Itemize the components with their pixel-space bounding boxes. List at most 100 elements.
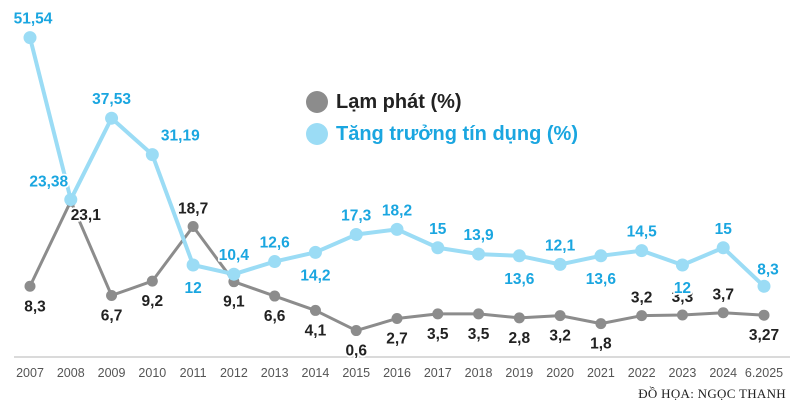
label-credit-2012: 10,4 xyxy=(219,247,250,264)
point-inflation-2007 xyxy=(24,280,36,292)
point-inflation-2009 xyxy=(106,289,118,301)
point-credit-2022 xyxy=(635,244,649,258)
label-credit-2020: 12,1 xyxy=(545,237,576,254)
x-tick-label-2022: 2022 xyxy=(628,366,656,380)
point-credit-2013 xyxy=(268,255,282,269)
label-inflation-2019: 2,8 xyxy=(509,330,531,347)
label-inflation-2011: 18,7 xyxy=(178,200,208,217)
series-line-credit xyxy=(28,37,766,288)
label-credit-2022: 14,5 xyxy=(627,224,658,241)
label-inflation-2020: 3,2 xyxy=(549,328,571,345)
point-inflation-2013 xyxy=(269,290,281,302)
legend: Lạm phát (%) Tăng trưởng tín dụng (%) xyxy=(306,86,578,150)
x-tick-label-2017: 2017 xyxy=(424,366,452,380)
point-credit-2015 xyxy=(349,228,363,242)
label-inflation-2018: 3,5 xyxy=(468,326,490,343)
point-credit-2008 xyxy=(64,193,78,207)
x-tick-label-2024: 2024 xyxy=(709,366,737,380)
point-credit-2007 xyxy=(23,31,37,45)
point-credit-2010 xyxy=(145,148,159,162)
label-inflation-2021: 1,8 xyxy=(590,336,612,353)
x-tick-label-2023: 2023 xyxy=(669,366,697,380)
label-inflation-2022: 3,2 xyxy=(631,290,653,307)
x-tick-label-2018: 2018 xyxy=(465,366,493,380)
label-credit-2017: 15 xyxy=(429,221,447,238)
point-inflation-2023 xyxy=(676,309,688,321)
label-credit-2007: 51,54 xyxy=(14,11,53,28)
point-inflation-2015 xyxy=(350,325,362,337)
label-credit-2011: 12 xyxy=(184,280,201,297)
legend-label-credit: Tăng trưởng tín dụng (%) xyxy=(336,122,578,145)
label-credit-2023: 12 xyxy=(674,280,691,297)
point-credit-2012 xyxy=(227,267,241,281)
legend-marker-credit xyxy=(306,123,328,145)
x-tick-label-2021: 2021 xyxy=(587,366,615,380)
point-credit-2023 xyxy=(675,258,689,272)
x-tick-label-2014: 2014 xyxy=(302,366,330,380)
x-tick-label-2011: 2011 xyxy=(180,366,207,380)
label-credit-2018: 13,9 xyxy=(463,227,494,244)
point-credit-2020 xyxy=(553,257,567,271)
label-inflation-6.2025: 3,27 xyxy=(749,327,779,344)
point-credit-6.2025 xyxy=(757,279,771,293)
label-inflation-2024: 3,7 xyxy=(712,287,734,304)
x-tick-label-2012: 2012 xyxy=(220,366,248,380)
point-inflation-2011 xyxy=(187,220,199,232)
label-inflation-2009: 6,7 xyxy=(101,307,123,324)
legend-marker-inflation xyxy=(306,91,328,113)
x-tick-label-2008: 2008 xyxy=(57,366,85,380)
label-credit-2014: 14,2 xyxy=(300,267,330,284)
point-inflation-2019 xyxy=(513,312,525,324)
point-credit-2014 xyxy=(308,245,322,259)
point-credit-2024 xyxy=(716,241,730,255)
x-tick-label-2009: 2009 xyxy=(98,366,126,380)
label-inflation-2008: 23,1 xyxy=(71,207,102,224)
point-inflation-2014 xyxy=(309,304,321,316)
x-tick-label-6.2025: 6.2025 xyxy=(745,366,783,380)
point-inflation-2022 xyxy=(636,310,648,322)
point-inflation-6.2025 xyxy=(758,309,770,321)
x-tick-label-2010: 2010 xyxy=(138,366,166,380)
label-credit-2021: 13,6 xyxy=(586,271,617,288)
point-credit-2011 xyxy=(186,258,200,272)
x-tick-label-2019: 2019 xyxy=(505,366,533,380)
point-credit-2018 xyxy=(472,247,486,261)
series-line-inflation xyxy=(28,199,765,333)
label-credit-2010: 31,19 xyxy=(161,128,200,145)
label-credit-2016: 18,2 xyxy=(382,202,412,219)
x-tick-label-2007: 2007 xyxy=(16,366,44,380)
legend-item-credit: Tăng trưởng tín dụng (%) xyxy=(306,118,578,150)
point-credit-2019 xyxy=(512,249,526,263)
point-inflation-2018 xyxy=(473,308,485,320)
label-credit-2013: 12,6 xyxy=(260,235,291,252)
label-inflation-2007: 8,3 xyxy=(24,298,46,315)
x-tick-label-2016: 2016 xyxy=(383,366,411,380)
point-credit-2009 xyxy=(105,111,119,125)
label-inflation-2023: 3,3 xyxy=(672,289,694,306)
label-inflation-2010: 9,2 xyxy=(142,293,164,310)
legend-item-inflation: Lạm phát (%) xyxy=(306,86,578,118)
x-tick-label-2013: 2013 xyxy=(261,366,289,380)
legend-label-inflation: Lạm phát (%) xyxy=(336,90,462,113)
label-credit-2024: 15 xyxy=(715,221,733,238)
point-inflation-2016 xyxy=(391,312,403,324)
point-inflation-2024 xyxy=(717,307,729,319)
x-tick-label-2015: 2015 xyxy=(342,366,370,380)
point-credit-2021 xyxy=(594,249,608,263)
label-inflation-2015: 0,6 xyxy=(345,343,367,360)
label-inflation-2012: 9,1 xyxy=(223,294,245,311)
point-credit-2016 xyxy=(390,222,404,236)
graphic-credit: ĐỒ HỌA: NGỌC THANH xyxy=(638,386,786,401)
label-credit-2019: 13,6 xyxy=(504,271,535,288)
label-inflation-2013: 6,6 xyxy=(264,308,286,325)
label-inflation-2014: 4,1 xyxy=(305,322,327,339)
label-credit-2009: 37,53 xyxy=(92,91,131,108)
point-credit-2017 xyxy=(431,241,445,255)
x-tick-label-2020: 2020 xyxy=(546,366,574,380)
label-credit-2015: 17,3 xyxy=(341,208,372,225)
point-inflation-2010 xyxy=(146,275,158,287)
point-inflation-2017 xyxy=(432,308,444,320)
label-credit-6.2025: 8,3 xyxy=(757,261,779,278)
label-credit-2008: 23,38 xyxy=(29,174,68,191)
